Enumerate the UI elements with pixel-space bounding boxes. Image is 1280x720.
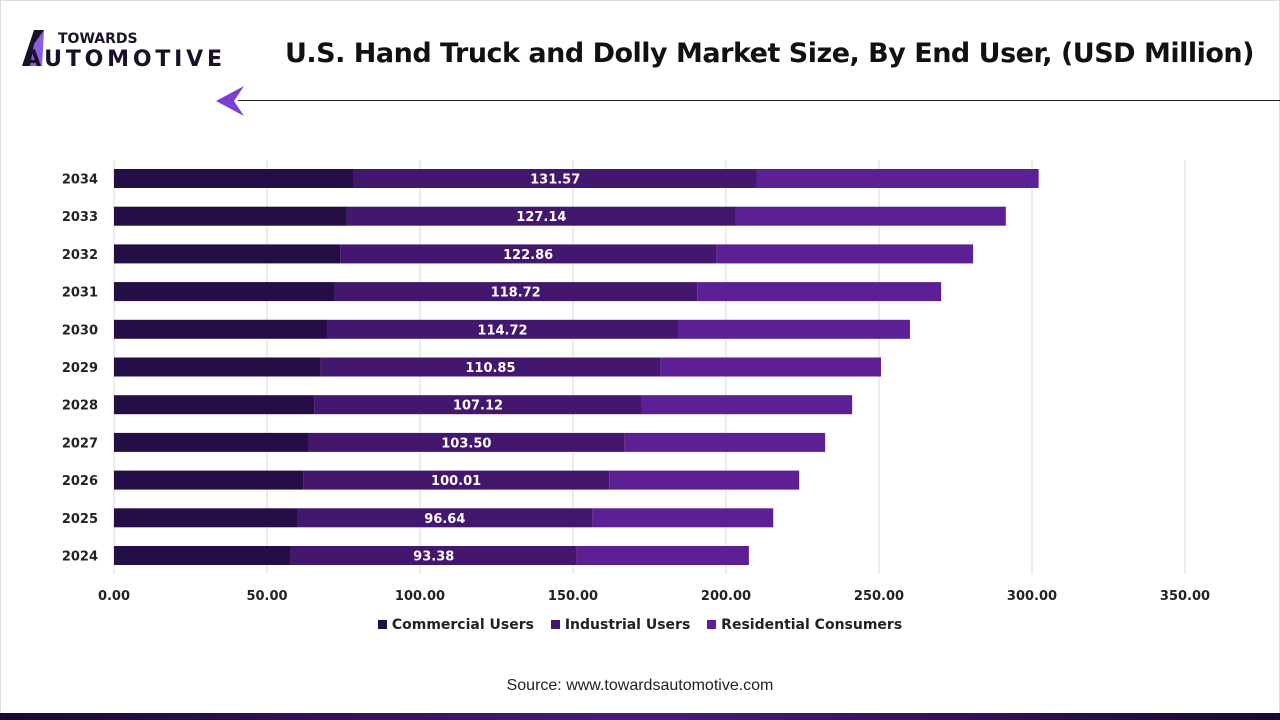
bar-commercial-users bbox=[114, 319, 327, 339]
chart-title: U.S. Hand Truck and Dolly Market Size, B… bbox=[285, 38, 1254, 69]
legend-item-industrial: Industrial Users bbox=[550, 617, 691, 633]
bar-industrial-users bbox=[303, 470, 610, 490]
bar-industrial-users bbox=[346, 206, 736, 226]
legend-item-residential: Residential Consumers bbox=[707, 617, 902, 633]
bar-industrial-users bbox=[308, 432, 625, 452]
y-tick-label: 2032 bbox=[62, 248, 98, 263]
bar-residential-consumers bbox=[697, 282, 942, 302]
bar-industrial-users bbox=[320, 357, 661, 377]
bar-residential-consumers bbox=[660, 357, 881, 377]
bar-commercial-users bbox=[114, 508, 297, 528]
y-tick-label: 2030 bbox=[62, 323, 98, 338]
x-tick-label: 100.00 bbox=[395, 589, 445, 604]
bar-commercial-users bbox=[114, 206, 347, 226]
bar-residential-consumers bbox=[678, 319, 910, 339]
data-label: 114.72 bbox=[477, 323, 527, 338]
bar-industrial-users bbox=[314, 395, 642, 415]
x-tick-label: 50.00 bbox=[246, 589, 287, 604]
bar-industrial-users bbox=[296, 508, 593, 528]
y-tick-label: 2026 bbox=[62, 474, 98, 489]
x-tick-label: 150.00 bbox=[548, 589, 598, 604]
data-label: 93.38 bbox=[413, 550, 454, 565]
bar-industrial-users bbox=[340, 244, 717, 264]
data-label: 103.50 bbox=[441, 436, 491, 451]
logo-text-1: TOWARDS bbox=[58, 31, 138, 47]
source-text: Source: www.towardsautomotive.com bbox=[506, 677, 774, 694]
bar-commercial-users bbox=[114, 244, 341, 264]
bar-commercial-users bbox=[114, 432, 309, 452]
data-label: 96.64 bbox=[424, 512, 465, 527]
legend-label: Residential Consumers bbox=[721, 617, 903, 633]
legend-swatch bbox=[377, 620, 387, 629]
y-tick-label: 2034 bbox=[62, 173, 98, 188]
legend-swatch bbox=[707, 620, 717, 629]
x-tick-label: 300.00 bbox=[1007, 589, 1057, 604]
legend-item-commercial: Commercial Users bbox=[377, 617, 534, 633]
data-label: 127.14 bbox=[516, 210, 566, 225]
bottom-bar bbox=[0, 713, 1280, 720]
bar-residential-consumers bbox=[609, 470, 800, 490]
data-label: 107.12 bbox=[453, 399, 503, 414]
x-tick-label: 200.00 bbox=[701, 589, 751, 604]
legend-swatch bbox=[550, 620, 560, 629]
bar-residential-consumers bbox=[576, 546, 749, 565]
data-label: 122.86 bbox=[503, 248, 553, 263]
x-tick-label: 0.00 bbox=[98, 589, 130, 604]
y-tick-label: 2028 bbox=[62, 399, 98, 414]
logo-icon: TOWARDS AUTOMOTIVE bbox=[22, 30, 222, 72]
bar-commercial-users bbox=[114, 282, 335, 302]
legend: Commercial Users Industrial Users Reside… bbox=[0, 617, 1280, 633]
bar-residential-consumers bbox=[641, 395, 853, 415]
bar-commercial-users bbox=[114, 395, 315, 415]
bar-residential-consumers bbox=[624, 432, 826, 452]
logo: TOWARDS AUTOMOTIVE bbox=[20, 28, 230, 75]
y-tick-label: 2029 bbox=[62, 361, 98, 376]
y-tick-label: 2031 bbox=[62, 286, 98, 301]
data-label: 100.01 bbox=[431, 474, 481, 489]
data-label: 131.57 bbox=[530, 173, 580, 188]
bar-commercial-users bbox=[114, 546, 291, 565]
y-tick-label: 2027 bbox=[62, 436, 98, 451]
bar-commercial-users bbox=[114, 169, 354, 188]
bar-industrial-users bbox=[326, 319, 679, 339]
bar-industrial-users bbox=[353, 169, 757, 188]
legend-label: Commercial Users bbox=[391, 617, 534, 633]
bar-commercial-users bbox=[114, 470, 304, 490]
bar-commercial-users bbox=[114, 357, 321, 377]
legend-label: Industrial Users bbox=[564, 617, 691, 633]
x-tick-label: 250.00 bbox=[854, 589, 904, 604]
arrow-icon bbox=[216, 86, 244, 116]
bar-industrial-users bbox=[290, 546, 577, 565]
y-tick-label: 2025 bbox=[62, 512, 98, 527]
data-label: 118.72 bbox=[491, 286, 541, 301]
bar-residential-consumers bbox=[735, 206, 1006, 226]
data-label: 110.85 bbox=[465, 361, 515, 376]
bar-residential-consumers bbox=[592, 508, 774, 528]
bar-residential-consumers bbox=[756, 169, 1039, 188]
logo-text-2: AUTOMOTIVE bbox=[24, 47, 222, 70]
bar-industrial-users bbox=[334, 282, 698, 302]
bar-residential-consumers bbox=[716, 244, 974, 264]
y-tick-label: 2024 bbox=[62, 550, 98, 565]
y-tick-label: 2033 bbox=[62, 210, 98, 225]
x-tick-label: 350.00 bbox=[1160, 589, 1210, 604]
title-divider bbox=[238, 100, 1280, 101]
